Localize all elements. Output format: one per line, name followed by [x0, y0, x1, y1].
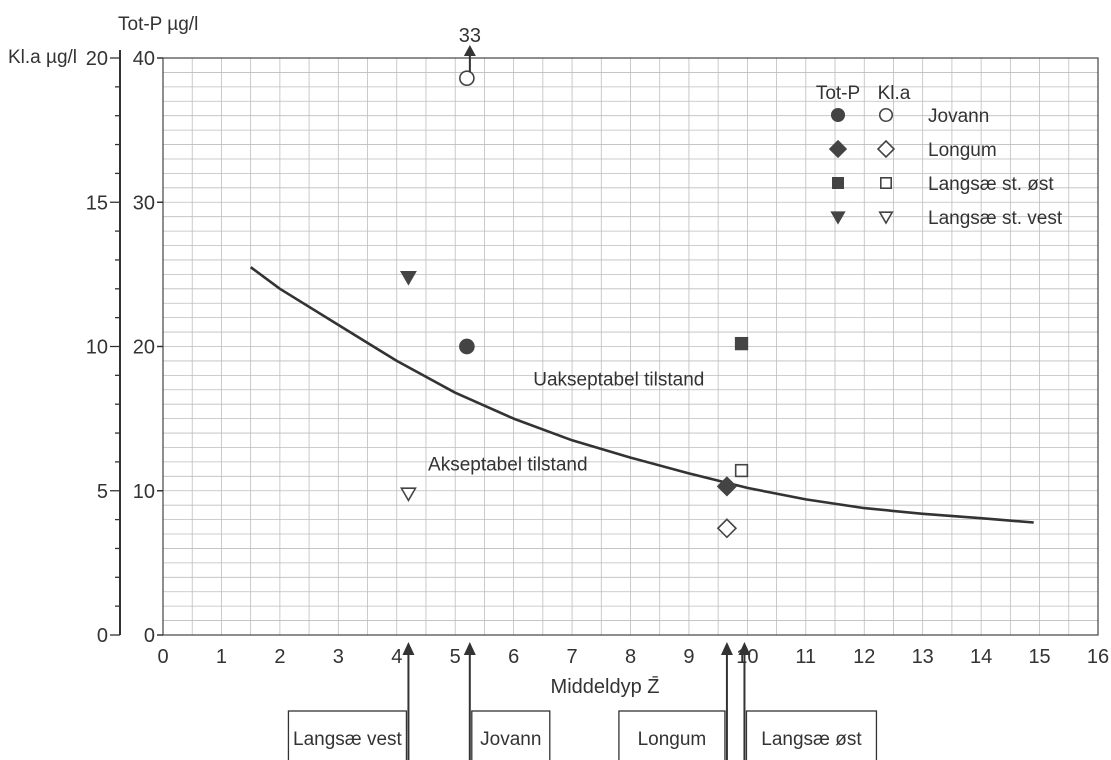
legend-marker-totp [831, 177, 844, 190]
legend-marker-kla [878, 107, 894, 123]
totp-tick-label: 20 [133, 337, 155, 359]
depth-marker-arrow-head [463, 642, 476, 655]
off-scale-label: 33 [459, 25, 481, 47]
legend-marker-kla [879, 177, 892, 190]
kla-tick-label: 5 [97, 481, 108, 503]
x-tick-label: 1 [216, 646, 227, 668]
x-tick-label: 0 [157, 646, 168, 668]
x-tick-label: 7 [567, 646, 578, 668]
totp-axis-label: Tot-P µg/l [118, 14, 198, 35]
x-tick-label: 12 [853, 646, 875, 668]
depth-marker-label: Longum [638, 729, 707, 750]
legend-entry-label: Langsæ st. vest [928, 208, 1063, 229]
depth-marker-box [618, 710, 726, 760]
x-tick-label: 2 [274, 646, 285, 668]
grid [162, 57, 1099, 636]
depth-markers: Langsæ vest Jovann Longum Langsæ øst [287, 642, 878, 760]
legend-marker-kla [876, 139, 896, 159]
depth-marker-box [287, 710, 408, 760]
totp-tick-label: 0 [144, 625, 155, 647]
kla-axis-label: Kl.a µg/l [8, 47, 77, 68]
x-tick-label: 11 [795, 646, 816, 668]
x-tick-label: 13 [912, 646, 934, 668]
legend-header-totp: Tot-P [816, 83, 860, 104]
totp-tick-label: 10 [133, 481, 155, 503]
legend-marker-totp [828, 139, 848, 159]
legend-entry-label: Langsæ st. øst [928, 174, 1054, 195]
boundary-curve [249, 266, 1034, 524]
legend-marker-totp [830, 107, 846, 123]
totp-tick-label: 40 [133, 48, 155, 70]
legend: Tot-P Kl.a Jovann Longum Langsæ st. øst Langs… [816, 83, 1063, 229]
kla-tick-label: 15 [86, 192, 108, 214]
point-totp-langs-st-st [734, 336, 749, 351]
region-label-acceptable: Akseptabel tilstand [428, 455, 588, 476]
legend-entry-label: Longum [928, 140, 997, 161]
point-kla-langs-st-st [734, 463, 749, 478]
x-axis-label: Middeldyp Z̄ [551, 675, 660, 698]
x-tick-label: 5 [450, 646, 461, 668]
x-tick-label: 16 [1087, 646, 1109, 668]
boundary-curve-group: Uakseptabel tilstand Akseptabel tilstand [249, 266, 1034, 524]
data-points: 33 [400, 25, 749, 539]
x-tick-label: 4 [391, 646, 402, 668]
x-tick-label: 14 [970, 646, 992, 668]
depth-marker-arrow-head [720, 642, 733, 655]
x-tick-label: 9 [683, 646, 694, 668]
x-tick-label: 8 [625, 646, 636, 668]
totp-tick-label: 30 [133, 192, 155, 214]
legend-header-kla: Kl.a [878, 83, 911, 104]
x-tick-label: 3 [333, 646, 344, 668]
legend-marker-kla [878, 211, 894, 225]
off-scale-arrow-head [463, 45, 476, 56]
depth-marker-label: Langsæ vest [293, 729, 403, 750]
depth-marker-box [745, 710, 878, 760]
region-label-unacceptable: Uakseptabel tilstand [533, 369, 704, 390]
kla-tick-label: 10 [86, 337, 108, 359]
point-kla-longum [716, 518, 738, 539]
point-totp-langs-st-vest [400, 271, 417, 286]
depth-marker-arrow-head [738, 642, 751, 655]
legend-marker-totp [830, 211, 846, 225]
point-kla-langs-st-vest [400, 487, 417, 502]
point-kla-jovann [459, 70, 475, 87]
x-tick-label: 6 [508, 646, 519, 668]
depth-marker-label: Langsæ øst [761, 729, 862, 750]
kla-tick-label: 20 [86, 48, 108, 70]
point-totp-longum [716, 476, 738, 497]
point-totp-jovann [459, 338, 475, 355]
kla-tick-label: 0 [97, 625, 108, 647]
depth-marker-box [471, 710, 551, 760]
depth-marker-label: Jovann [480, 729, 541, 750]
x-tick-label: 15 [1028, 646, 1050, 668]
legend-entry-label: Jovann [928, 106, 989, 127]
depth-marker-arrow-head [402, 642, 415, 655]
